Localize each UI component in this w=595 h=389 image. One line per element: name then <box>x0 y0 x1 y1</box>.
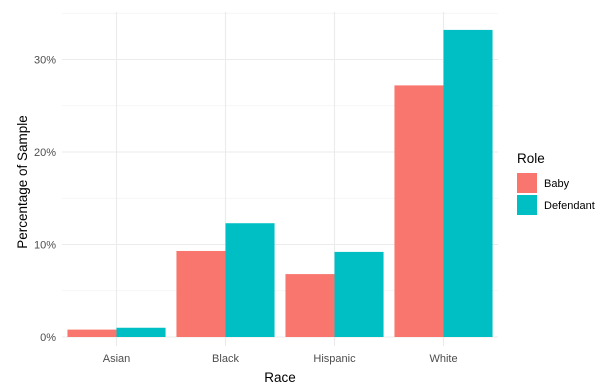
x-tick-label: White <box>429 353 457 365</box>
legend-key-defendant <box>517 195 537 215</box>
y-tick-label: 0% <box>40 332 56 344</box>
bar-defendant-asian <box>116 327 166 337</box>
bar-defendant-black <box>225 223 275 337</box>
x-axis-ticks: Asian Black Hispanic White <box>103 353 458 365</box>
legend-key-baby <box>517 173 537 193</box>
legend-label-defendant: Defendant <box>544 200 595 212</box>
y-tick-label: 10% <box>34 240 56 252</box>
bar-defendant-hispanic <box>334 251 384 337</box>
legend-label-baby: Baby <box>544 178 570 190</box>
y-tick-label: 20% <box>34 147 56 159</box>
y-tick-label: 30% <box>34 55 56 67</box>
bar-baby-white <box>394 85 444 338</box>
bar-baby-black <box>176 250 226 337</box>
x-tick-label: Black <box>212 353 239 365</box>
legend-title: Role <box>517 151 545 166</box>
y-axis-title: Percentage of Sample <box>15 115 30 249</box>
bar-baby-asian <box>67 329 117 337</box>
x-tick-label: Asian <box>103 353 131 365</box>
bars <box>67 29 493 338</box>
bar-baby-hispanic <box>285 274 335 337</box>
legend: Role Baby Defendant <box>517 151 595 215</box>
x-axis-title: Race <box>264 370 296 385</box>
bar-defendant-white <box>443 29 493 338</box>
x-tick-label: Hispanic <box>313 353 356 365</box>
y-axis-ticks: 0% 10% 20% 30% <box>34 55 56 345</box>
